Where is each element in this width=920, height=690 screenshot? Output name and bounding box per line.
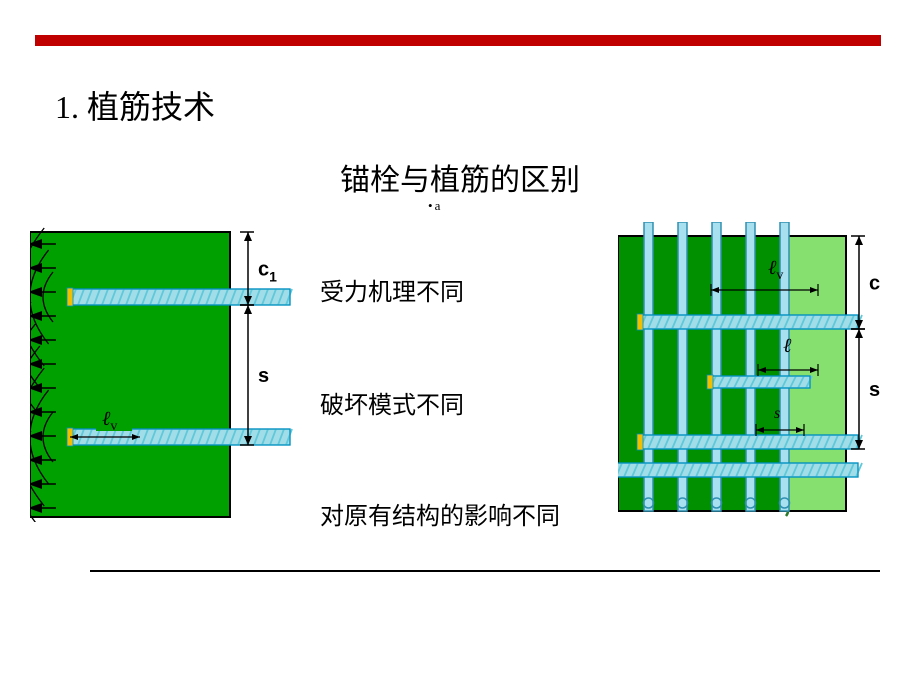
left-diagram: ℓvc1s — [30, 222, 298, 522]
accent-bar — [35, 35, 881, 46]
svg-text:c: c — [869, 273, 880, 295]
section-heading: 1. 植筋技术 — [55, 82, 215, 128]
bullet-2: 破坏模式不同 — [320, 385, 464, 420]
right-diagram: ℓvℓscs — [618, 222, 888, 522]
svg-text:s: s — [869, 379, 880, 401]
subtitle: 锚栓与植筋的区别 — [0, 155, 920, 199]
svg-text:s: s — [774, 405, 780, 422]
svg-text:ℓ: ℓ — [783, 335, 792, 357]
annotation-a: a — [428, 198, 440, 214]
svg-text:c1: c1 — [258, 259, 277, 285]
divider — [90, 570, 880, 572]
bullet-1: 受力机理不同 — [320, 272, 464, 307]
svg-text:s: s — [258, 365, 269, 387]
bullet-3: 对原有结构的影响不同 — [320, 496, 560, 531]
